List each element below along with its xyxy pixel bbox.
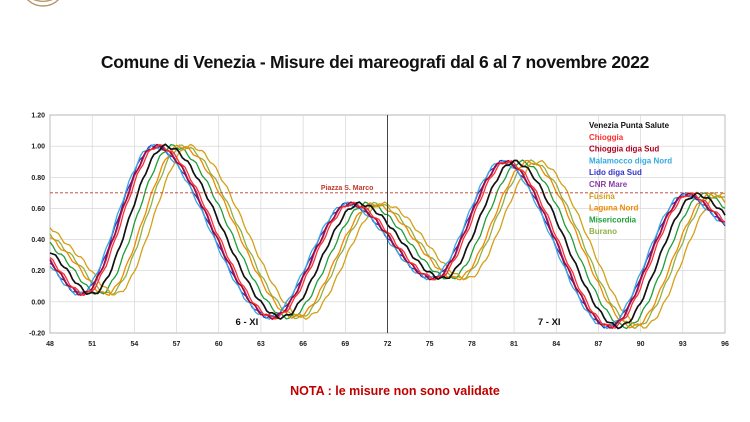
x-tick-label: 48 — [46, 341, 54, 348]
legend-entry: Misericordia — [589, 215, 637, 224]
y-tick-label: 0.40 — [31, 237, 45, 244]
x-tick-label: 57 — [173, 341, 181, 348]
note: NOTA : le misure non sono validate — [290, 384, 500, 398]
x-tick-label: 90 — [637, 341, 645, 348]
legend-entry: Chioggia — [589, 133, 624, 142]
y-tick-label: 0.20 — [31, 268, 45, 275]
x-tick-label: 54 — [130, 341, 138, 348]
day-labels: 6 - XI 7 - XI — [236, 317, 561, 328]
x-tick-label: 81 — [510, 341, 518, 348]
y-axis: -0.20 0.00 0.20 0.40 0.60 0.80 1.00 1.20 — [29, 113, 45, 338]
y-tick-label: 1.00 — [31, 144, 45, 151]
x-tick-label: 69 — [341, 341, 349, 348]
y-tick-label: -0.20 — [29, 331, 45, 338]
x-tick-label: 87 — [595, 341, 603, 348]
reference-line-label: Piazza S. Marco — [321, 185, 374, 192]
logo — [26, 0, 60, 7]
legend-entry: CNR Mare — [589, 180, 628, 189]
y-tick-label: 0.60 — [31, 206, 45, 213]
legend-entry: Chioggia diga Sud — [589, 145, 659, 154]
x-tick-label: 96 — [721, 341, 729, 348]
x-tick-label: 93 — [679, 341, 687, 348]
legend: Venezia Punta Salute Chioggia Chioggia dig… — [589, 121, 672, 236]
legend-entry: Venezia Punta Salute — [589, 121, 670, 130]
legend-entry: Lido diga Sud — [589, 168, 642, 177]
x-tick-label: 84 — [552, 341, 560, 348]
legend-entry: Fusina — [589, 192, 615, 201]
legend-entry: Laguna Nord — [589, 204, 638, 213]
x-tick-label: 51 — [88, 341, 96, 348]
day-label: 6 - XI — [236, 317, 259, 328]
x-tick-label: 63 — [257, 341, 265, 348]
legend-entry: Malamocco diga Nord — [589, 156, 672, 165]
chart-title: Comune di Venezia - Misure dei mareograf… — [100, 52, 650, 72]
x-tick-label: 78 — [468, 341, 476, 348]
y-tick-label: 0.80 — [31, 175, 45, 182]
x-tick-label: 72 — [384, 341, 392, 348]
x-tick-label: 66 — [299, 341, 307, 348]
legend-entry: Burano — [589, 227, 617, 236]
x-axis: 48 51 54 57 60 63 66 69 72 75 78 81 84 87 90 93 96 — [46, 341, 729, 348]
x-tick-label: 75 — [426, 341, 434, 348]
y-tick-label: 1.20 — [31, 113, 45, 120]
x-tick-label: 60 — [215, 341, 223, 348]
day-label: 7 - XI — [538, 317, 561, 328]
y-tick-label: 0.00 — [31, 299, 45, 306]
